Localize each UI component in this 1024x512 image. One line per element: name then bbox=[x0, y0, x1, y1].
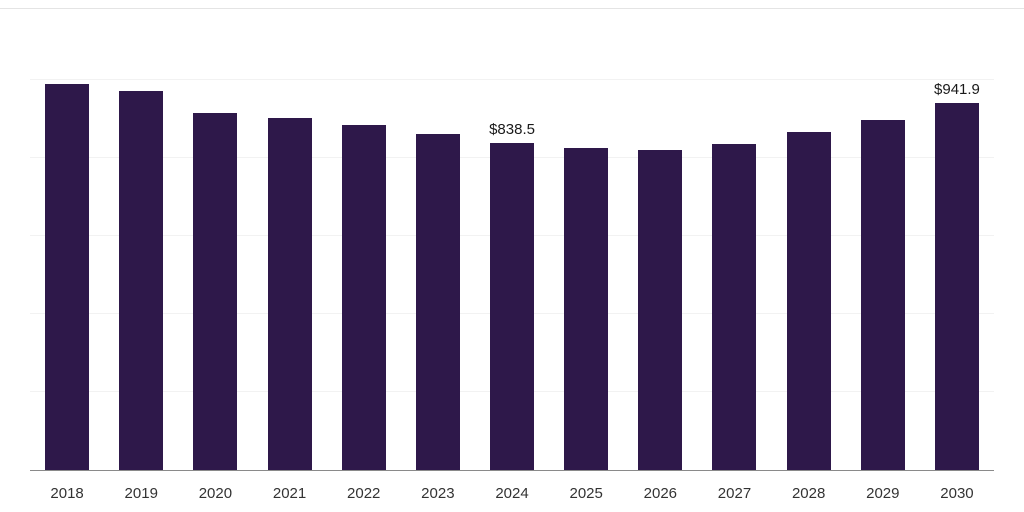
x-tick-label: 2020 bbox=[198, 485, 233, 502]
bar-slot bbox=[697, 80, 771, 470]
bar-slot bbox=[327, 80, 401, 470]
top-divider bbox=[0, 8, 1024, 9]
bar-2030: $941.9 bbox=[934, 81, 980, 470]
x-tick-label: 2019 bbox=[124, 485, 158, 502]
x-axis: 2018 2019 2020 2021 2022 2023 2024 2025 2026 2027… bbox=[30, 485, 994, 502]
x-tick-label: 2030 bbox=[940, 485, 974, 502]
x-tick-label: 2024 bbox=[495, 485, 529, 502]
bar-slot: $838.5 bbox=[475, 80, 549, 470]
bar-2029 bbox=[860, 119, 905, 470]
bar-2024: $838.5 bbox=[489, 121, 535, 470]
bar-2027 bbox=[712, 143, 757, 470]
x-tick-label: 2022 bbox=[347, 485, 381, 502]
chart-area: $838.5 $941.9 2018 2019 2020 2021 2022 2023 202… bbox=[30, 79, 994, 502]
x-tick-label: 2028 bbox=[791, 485, 826, 502]
bar-slot bbox=[252, 80, 326, 470]
x-tick-label: 2029 bbox=[866, 485, 900, 502]
bar-slot bbox=[401, 80, 475, 470]
x-tick-label: 2025 bbox=[569, 485, 603, 502]
bar-2018 bbox=[45, 83, 90, 470]
bar-2026 bbox=[638, 149, 683, 470]
bar-slot bbox=[772, 80, 846, 470]
x-tick-label: 2023 bbox=[421, 485, 455, 502]
bar-2019 bbox=[119, 90, 164, 470]
bar-2028 bbox=[786, 131, 831, 470]
bar-2020 bbox=[193, 112, 238, 470]
bar-slot bbox=[846, 80, 920, 470]
gridline bbox=[30, 79, 994, 80]
bar-2022 bbox=[341, 124, 386, 470]
bar-slot bbox=[549, 80, 623, 470]
bar-2021 bbox=[267, 117, 312, 470]
bar-slot bbox=[178, 80, 252, 470]
x-tick-label: 2026 bbox=[643, 485, 678, 502]
x-tick-label: 2027 bbox=[717, 485, 752, 502]
bar-slot bbox=[623, 80, 697, 470]
plot-area: $838.5 $941.9 bbox=[30, 79, 994, 471]
bar-slot bbox=[104, 80, 178, 470]
x-tick-label: 2021 bbox=[272, 485, 307, 502]
bar-slot: $941.9 bbox=[920, 80, 994, 470]
bar-value-label: $941.9 bbox=[934, 80, 980, 98]
bar-value-label: $838.5 bbox=[489, 121, 535, 138]
x-tick-label: 2018 bbox=[50, 485, 84, 502]
bar-2025 bbox=[564, 147, 609, 470]
bar-2023 bbox=[415, 133, 460, 470]
bar-slot bbox=[30, 80, 104, 470]
